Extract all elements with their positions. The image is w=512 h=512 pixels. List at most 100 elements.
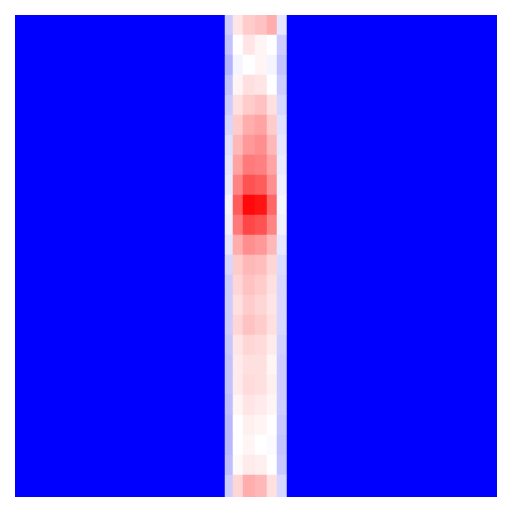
heatmap-cell (243, 75, 255, 95)
heatmap-cell (225, 355, 233, 375)
heatmap-cell (255, 455, 267, 475)
heatmap-cell (255, 195, 267, 215)
heatmap-cell (267, 175, 277, 195)
heatmap-cell (287, 355, 497, 375)
heatmap-cell (267, 255, 277, 275)
heatmap-cell (15, 95, 225, 115)
heatmap-cell (243, 395, 255, 415)
heatmap-cell (225, 335, 233, 355)
heatmap-cell (233, 335, 243, 355)
heatmap-cell (243, 195, 255, 215)
heatmap-cell (225, 215, 233, 235)
heatmap-cell (233, 375, 243, 395)
heatmap-cell (233, 395, 243, 415)
heatmap-cell (233, 195, 243, 215)
heatmap-cell (277, 335, 287, 355)
heatmap-cell (15, 115, 225, 135)
heatmap-cell (267, 435, 277, 455)
heatmap-cell (243, 95, 255, 115)
heatmap-cell (277, 175, 287, 195)
heatmap-cell (15, 195, 225, 215)
heatmap-cell (287, 255, 497, 275)
heatmap-cell (267, 75, 277, 95)
heatmap-cell (287, 395, 497, 415)
heatmap-cell (255, 275, 267, 295)
heatmap-cell (287, 155, 497, 175)
heatmap-cell (255, 135, 267, 155)
heatmap-cell (255, 75, 267, 95)
heatmap-cell (233, 215, 243, 235)
heatmap-cell (255, 375, 267, 395)
heatmap-cell (277, 95, 287, 115)
heatmap-cell (225, 455, 233, 475)
heatmap-cell (287, 455, 497, 475)
heatmap-cell (255, 155, 267, 175)
heatmap-cell (225, 395, 233, 415)
heatmap-cell (243, 415, 255, 435)
heatmap-cell (277, 255, 287, 275)
heatmap-cell (267, 135, 277, 155)
heatmap-cell (287, 435, 497, 455)
heatmap-cell (287, 475, 497, 497)
heatmap-cell (233, 415, 243, 435)
heatmap-cell (243, 375, 255, 395)
heatmap-cell (15, 355, 225, 375)
heatmap-cell (267, 295, 277, 315)
heatmap-cell (243, 475, 255, 497)
heatmap-cell (15, 395, 225, 415)
heatmap-cell (243, 435, 255, 455)
heatmap-cell (243, 215, 255, 235)
heatmap-cell (15, 215, 225, 235)
heatmap-cell (225, 315, 233, 335)
heatmap-cell (243, 255, 255, 275)
heatmap-cell (255, 235, 267, 255)
heatmap-cell (233, 155, 243, 175)
heatmap-cell (225, 135, 233, 155)
heatmap-cell (15, 475, 225, 497)
heatmap-cell (255, 35, 267, 55)
heatmap-cells (15, 15, 497, 497)
heatmap-cell (287, 415, 497, 435)
heatmap-cell (255, 435, 267, 455)
heatmap-cell (287, 175, 497, 195)
heatmap-cell (243, 315, 255, 335)
heatmap-cell (15, 295, 225, 315)
heatmap-cell (287, 195, 497, 215)
heatmap-cell (15, 315, 225, 335)
heatmap-cell (267, 475, 277, 497)
heatmap-cell (225, 435, 233, 455)
heatmap-cell (233, 435, 243, 455)
heatmap-cell (243, 335, 255, 355)
heatmap-cell (267, 315, 277, 335)
heatmap-cell (277, 295, 287, 315)
heatmap-cell (277, 475, 287, 497)
heatmap-cell (255, 95, 267, 115)
heatmap-cell (267, 415, 277, 435)
heatmap-cell (287, 315, 497, 335)
heatmap-cell (255, 475, 267, 497)
heatmap-cell (277, 355, 287, 375)
heatmap-cell (15, 55, 225, 75)
heatmap-cell (225, 175, 233, 195)
heatmap-cell (15, 175, 225, 195)
heatmap-cell (233, 295, 243, 315)
heatmap-cell (287, 215, 497, 235)
heatmap-cell (277, 155, 287, 175)
heatmap-cell (243, 115, 255, 135)
heatmap-cell (287, 135, 497, 155)
heatmap-cell (277, 435, 287, 455)
heatmap-cell (277, 15, 287, 35)
heatmap-cell (225, 415, 233, 435)
heatmap-cell (233, 15, 243, 35)
heatmap-cell (277, 115, 287, 135)
heatmap-cell (243, 155, 255, 175)
heatmap-cell (287, 115, 497, 135)
heatmap-cell (15, 15, 225, 35)
heatmap-cell (225, 95, 233, 115)
heatmap-cell (233, 95, 243, 115)
heatmap-cell (267, 375, 277, 395)
heatmap-cell (287, 35, 497, 55)
heatmap-cell (243, 235, 255, 255)
heatmap-cell (267, 215, 277, 235)
heatmap-cell (267, 355, 277, 375)
